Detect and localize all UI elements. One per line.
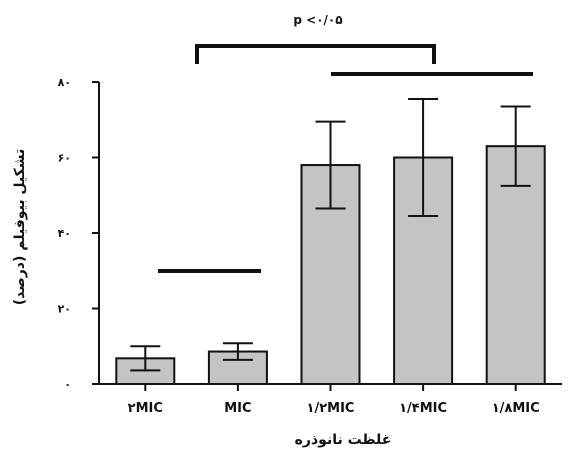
y-ticks: ۰ ۲۰ ۴۰ ۶۰ ۸۰ (58, 76, 99, 391)
error-bars-layer (130, 97, 531, 372)
error-bar-4 (408, 97, 439, 218)
y-tick-label: ۶۰ (58, 152, 71, 165)
p-value-label: p <۰/۰۵ (293, 13, 342, 27)
error-bar-2 (222, 342, 253, 361)
x-tick-label: ۲MIC (128, 401, 163, 416)
error-bar-5 (500, 105, 531, 187)
significance-annotations: p <۰/۰۵ (158, 13, 533, 273)
y-tick-label: ۴۰ (58, 227, 71, 240)
y-tick-label: ۸۰ (58, 76, 71, 89)
x-axis-title: غلظت نانوذره (295, 432, 392, 448)
y-tick-label: ۲۰ (58, 303, 71, 316)
x-tick-label: ۱/۲MIC (307, 401, 355, 416)
x-tick-label: MIC (224, 401, 251, 416)
error-bar-1 (130, 345, 161, 372)
x-tick-label: ۱/۴MIC (399, 401, 447, 416)
significance-bracket (195, 44, 436, 64)
y-tick-label: ۰ (64, 378, 71, 391)
x-tick-label: ۱/۸MIC (492, 401, 540, 416)
error-bar-3 (315, 120, 346, 210)
y-axis-title: تشکیل بیوفیلم (درصد) (12, 149, 28, 306)
x-ticks: ۲MIC MIC ۱/۲MIC ۱/۴MIC ۱/۸MIC (128, 384, 540, 416)
